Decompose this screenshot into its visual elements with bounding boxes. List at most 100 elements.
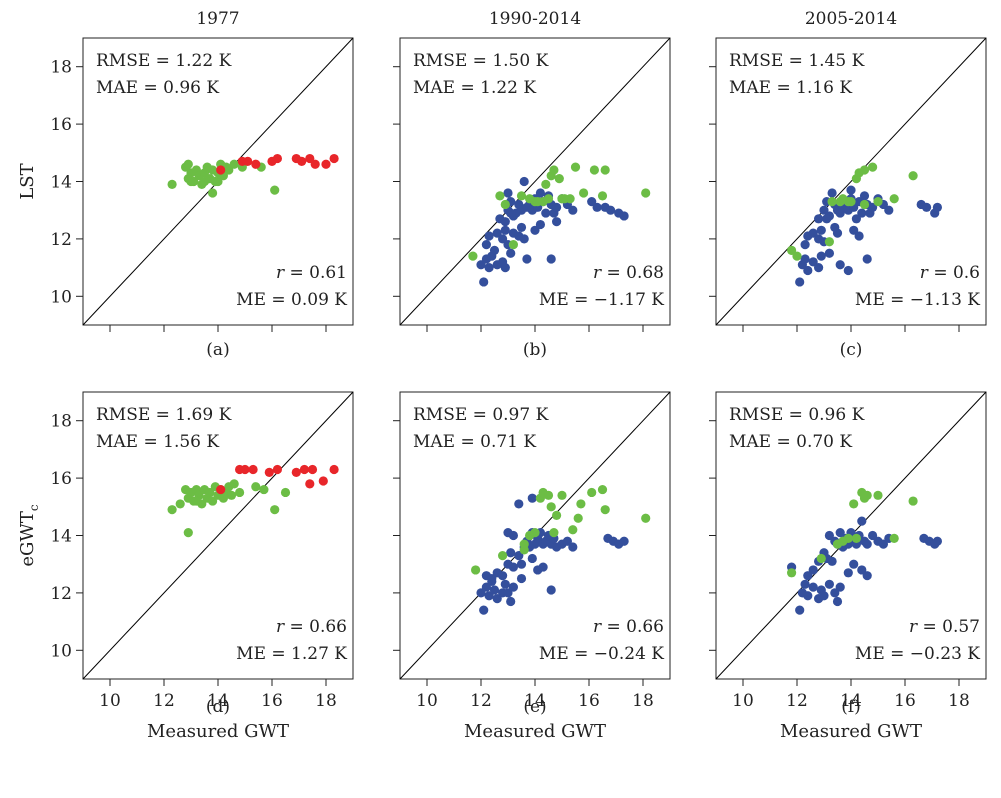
data-point-blue <box>492 594 502 604</box>
data-point-green <box>235 487 245 498</box>
y-axis-label-text: eGWT <box>17 511 38 567</box>
panel-letter: (f) <box>841 697 861 717</box>
data-point-blue <box>514 499 524 509</box>
data-point-blue <box>843 265 853 276</box>
y-tick-label: 14 <box>50 527 72 547</box>
data-point-blue <box>606 205 616 215</box>
data-point-blue <box>857 208 867 218</box>
data-point-blue <box>862 539 872 549</box>
data-point-blue <box>824 248 835 258</box>
data-point-red <box>251 159 261 169</box>
data-point-blue <box>506 248 516 258</box>
data-point-blue <box>481 240 491 250</box>
data-point-green <box>846 196 856 207</box>
data-point-blue <box>835 528 845 538</box>
y-tick-label: 12 <box>50 584 72 604</box>
data-point-blue <box>868 202 878 212</box>
data-point-blue <box>506 548 516 558</box>
data-point-green <box>175 499 185 509</box>
y-axis-label: LST <box>17 163 38 199</box>
data-point-red <box>329 153 339 164</box>
x-tick-label: 14 <box>207 691 229 711</box>
x-axis-label: Measured GWT <box>780 721 922 742</box>
data-point-green <box>908 496 918 506</box>
data-point-blue <box>506 208 516 218</box>
data-point-green <box>208 496 218 506</box>
data-point-blue <box>843 568 853 578</box>
data-point-blue <box>514 550 524 561</box>
data-point-green <box>183 159 193 169</box>
data-point-blue <box>476 260 486 270</box>
data-point-blue <box>824 579 835 589</box>
data-point-blue <box>479 277 489 287</box>
data-point-blue <box>546 254 556 264</box>
data-point-blue <box>832 596 843 607</box>
data-point-green <box>495 191 505 201</box>
data-point-blue <box>808 565 818 575</box>
r-symbol: r <box>276 617 290 637</box>
identity-line <box>399 37 671 326</box>
data-point-blue <box>922 202 932 212</box>
x-tick-label: 16 <box>578 691 600 711</box>
r-label: r = 0.61 <box>276 263 347 283</box>
data-point-green <box>873 490 883 500</box>
data-point-green <box>167 179 177 189</box>
x-axis-label: Measured GWT <box>147 721 289 742</box>
data-point-green <box>576 499 586 509</box>
r-symbol: r <box>593 263 607 283</box>
r-value: = 0.6 <box>933 263 980 283</box>
data-point-blue <box>503 188 513 198</box>
data-point-red <box>272 464 282 475</box>
me-label: ME = −0.23 K <box>855 644 980 664</box>
data-point-blue <box>816 251 826 261</box>
data-point-green <box>889 533 899 543</box>
data-point-green <box>546 502 556 512</box>
r-value: = 0.61 <box>290 263 348 283</box>
data-point-green <box>570 162 581 172</box>
data-point-blue <box>562 536 573 546</box>
data-point-red <box>240 464 250 475</box>
y-tick-label: 18 <box>50 58 72 78</box>
data-point-green <box>792 251 802 261</box>
data-point-blue <box>835 582 845 592</box>
y-tick-label: 14 <box>50 173 72 193</box>
data-point-blue <box>859 191 870 201</box>
data-point-green <box>600 505 610 515</box>
data-point-green <box>597 191 608 201</box>
data-point-green <box>224 165 234 175</box>
data-point-green <box>573 513 583 523</box>
data-point-blue <box>846 185 856 195</box>
data-point-green <box>251 482 261 492</box>
y-axis-label-text: LST <box>17 163 38 199</box>
data-point-green <box>519 545 529 555</box>
data-point-blue <box>849 225 859 235</box>
data-point-green <box>827 196 837 207</box>
data-point-green <box>600 165 610 175</box>
x-tick-label: 16 <box>261 691 283 711</box>
r-symbol: r <box>593 617 607 637</box>
data-point-green <box>549 165 559 175</box>
data-point-green <box>183 528 193 538</box>
data-point-blue <box>824 530 835 541</box>
data-point-blue <box>587 196 597 207</box>
data-point-red <box>248 464 258 475</box>
panel-a: 10 12 14 16 18 RMSE = 1.22 K MAE = 0.96 K r = 0… <box>17 9 354 360</box>
data-point-blue <box>884 205 894 215</box>
data-point-red <box>243 156 253 167</box>
data-point-blue <box>814 214 824 224</box>
data-point-blue <box>484 231 494 241</box>
data-point-blue <box>500 217 510 227</box>
x-tick-label: 12 <box>470 691 492 711</box>
data-point-blue <box>508 582 518 592</box>
y-tick-label: 12 <box>50 230 72 250</box>
data-point-red <box>291 467 301 477</box>
x-tick-label: 16 <box>894 691 916 711</box>
data-point-red <box>299 464 309 475</box>
data-point-blue <box>492 228 502 238</box>
r-label: r = 0.68 <box>593 263 664 283</box>
data-point-blue <box>822 214 832 224</box>
data-point-blue <box>500 225 510 235</box>
data-point-green <box>471 565 481 575</box>
r-label: r = 0.6 <box>920 263 980 283</box>
